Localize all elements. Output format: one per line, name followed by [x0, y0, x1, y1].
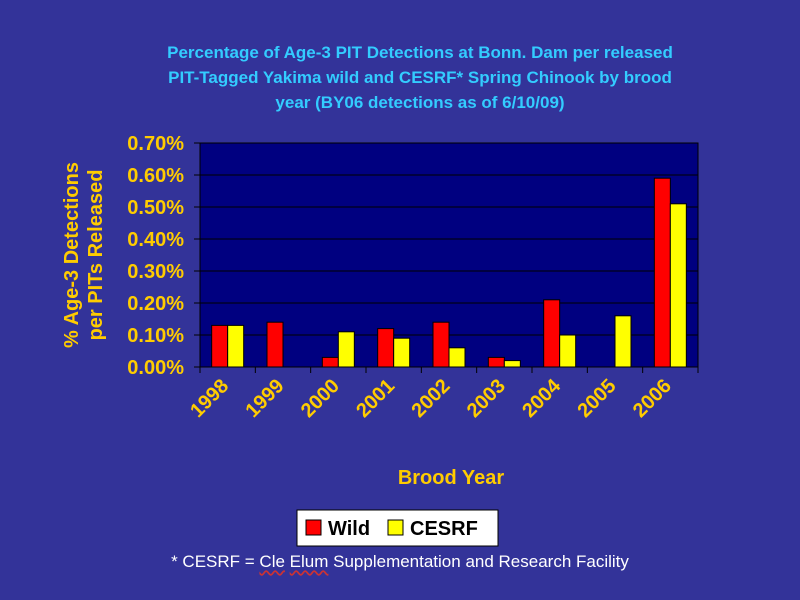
y-tick-label: 0.60% [127, 165, 184, 187]
chart-title-line: year (BY06 detections as of 6/10/09) [275, 93, 565, 112]
bar-wild-1998 [211, 324, 229, 368]
bar-cesrf-2000 [337, 331, 355, 368]
footnote-suffix: Supplementation and Research Facility [328, 552, 629, 571]
legend-label-cesrf: CESRF [410, 518, 478, 540]
x-tick-label: 2000 [297, 375, 344, 422]
bar-wild-2001 [377, 328, 395, 368]
x-tick-label: 2006 [629, 375, 676, 422]
bar-cesrf-2002 [448, 347, 466, 368]
bar-cesrf-2001 [393, 337, 411, 368]
bar-cesrf-2004 [559, 334, 577, 368]
legend-label-wild: Wild [328, 518, 370, 540]
chart-title: Percentage of Age-3 PIT Detections at Bo… [110, 40, 730, 115]
bar-cesrf-1998 [227, 324, 245, 368]
bar-cesrf-2003 [503, 360, 521, 368]
y-tick-label: 0.00% [127, 357, 184, 379]
bar-wild-2006 [653, 177, 671, 368]
bar-cesrf-2005 [614, 315, 632, 368]
bar-wild-2003 [487, 356, 505, 368]
legend-swatch-cesrf [387, 519, 404, 536]
y-tick-label: 0.30% [127, 261, 184, 283]
bar-wild-2000 [321, 356, 339, 368]
x-tick-label: 2005 [574, 375, 621, 422]
y-tick-label: 0.40% [127, 229, 184, 251]
footnote-cle: Cle [259, 552, 285, 571]
bar-wild-1999 [266, 321, 284, 368]
y-tick-label: 0.50% [127, 197, 184, 219]
footnote: * CESRF = Cle Elum Supplementation and R… [0, 552, 800, 572]
chart-title-line: Percentage of Age-3 PIT Detections at Bo… [167, 43, 673, 62]
bar-cesrf-2006 [669, 203, 687, 368]
y-tick-label: 0.10% [127, 325, 184, 347]
y-tick-label: 0.20% [127, 293, 184, 315]
x-tick-label: 1999 [242, 375, 289, 422]
footnote-elum: Elum [289, 552, 329, 571]
footnote-prefix: * CESRF = [171, 552, 260, 571]
y-axis-title-line: per PITs Released [85, 170, 107, 341]
x-tick-label: 2003 [463, 375, 510, 422]
x-axis-title: Brood Year [398, 467, 505, 489]
y-axis-title: % Age-3 Detections per PITs Released [61, 162, 107, 348]
chart-title-line: PIT-Tagged Yakima wild and CESRF* Spring… [168, 68, 672, 87]
bar-wild-2002 [432, 321, 450, 368]
legend-swatch-wild [305, 519, 322, 536]
x-tick-label: 2004 [518, 374, 566, 422]
bar-wild-2004 [543, 299, 561, 368]
x-tick-label: 1998 [186, 375, 233, 422]
y-tick-label: 0.70% [127, 133, 184, 155]
y-axis-title-line: % Age-3 Detections [61, 162, 83, 348]
x-tick-label: 2001 [352, 375, 399, 422]
x-tick-label: 2002 [408, 375, 455, 422]
